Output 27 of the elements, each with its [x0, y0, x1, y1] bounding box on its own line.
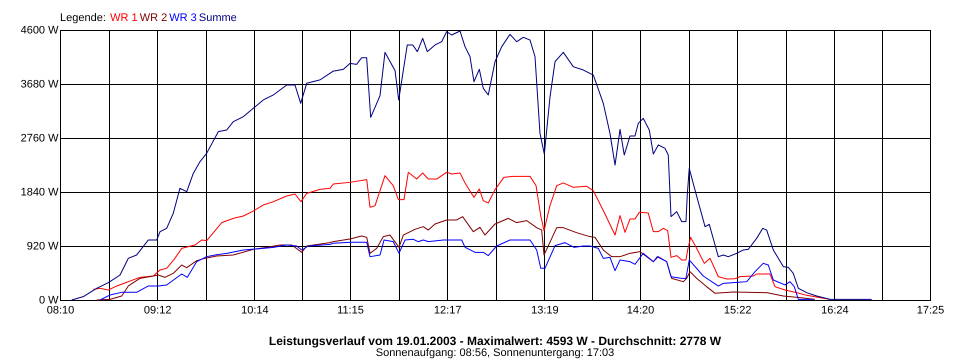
- y-tick-label: 3680 W: [20, 78, 60, 90]
- y-tick-label: 920 W: [26, 240, 60, 252]
- x-tick-label: 11:15: [337, 304, 364, 316]
- legend-title: Legende:: [60, 12, 106, 24]
- y-tick-label: 4600 W: [20, 24, 60, 36]
- text: Leistungsverlauf vom 19.01.2003 - Maximalwert: 4593 W - Durchschnitt: 2778 W: [268, 334, 722, 348]
- text: WR 3: [169, 12, 197, 24]
- line-series: [71, 30, 872, 300]
- y-tick-label: 0 W: [38, 294, 60, 306]
- x-tick-label: 08:10: [46, 304, 74, 316]
- text: WR 1: [110, 12, 138, 24]
- line-series: [96, 216, 816, 300]
- x-tick-label: 14:20: [626, 304, 654, 316]
- x-tick-label: 12:17: [434, 304, 462, 316]
- y-tick-label: 2760 W: [20, 132, 60, 144]
- x-tick-label: 17:25: [916, 304, 944, 316]
- x-tick-label: 13:19: [531, 304, 559, 316]
- y-tick-label: 1840 W: [20, 186, 60, 198]
- x-tick-label: 15:22: [724, 304, 752, 316]
- line-series: [92, 172, 830, 300]
- text: Sonnenaufgang: 08:56, Sonnenuntergang: 17:03: [376, 347, 614, 359]
- x-tick-label: 10:14: [241, 304, 269, 316]
- text: Summe: [198, 12, 237, 24]
- line-series: [100, 238, 814, 300]
- x-tick-label: 09:12: [144, 304, 172, 316]
- x-tick-label: 16:24: [821, 304, 849, 316]
- text: WR 2: [140, 12, 168, 24]
